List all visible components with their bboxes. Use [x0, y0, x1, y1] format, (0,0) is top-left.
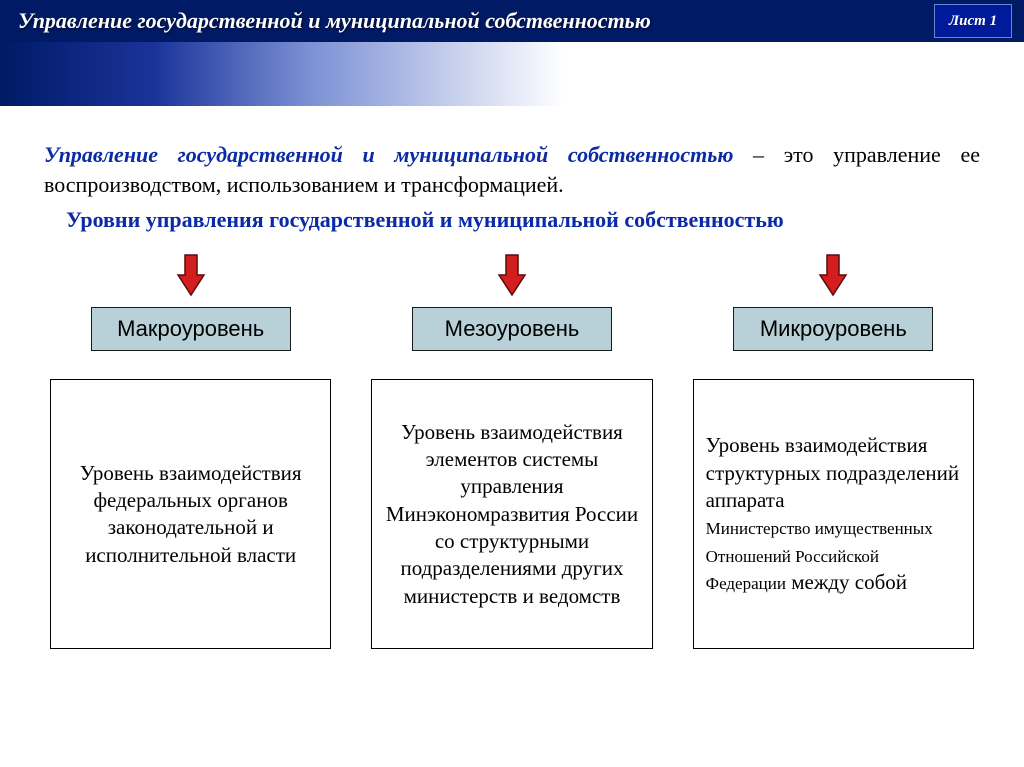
definition-dash: – [733, 142, 783, 167]
sheet-badge: Лист 1 [934, 4, 1012, 38]
level-description-text: Уровень взаимодействия структурных подра… [706, 432, 961, 596]
level-badge: Микроуровень [733, 307, 933, 351]
level-column: Макроуровень Уровень взаимодействия федер… [50, 249, 331, 649]
levels-columns: Макроуровень Уровень взаимодействия федер… [44, 249, 980, 649]
level-description-text: Уровень взаимодействия элементов системы… [384, 419, 639, 610]
page-title: Управление государственной и муниципальн… [18, 8, 1006, 34]
level-column: Мезоуровень Уровень взаимодействия элемен… [371, 249, 652, 649]
arrow-wrap [176, 249, 206, 301]
content-area: Управление государственной и муниципальн… [0, 106, 1024, 649]
level-description-box: Уровень взаимодействия федеральных орган… [50, 379, 331, 649]
down-arrow-icon [818, 253, 848, 297]
header-bar: Управление государственной и муниципальн… [0, 0, 1024, 42]
arrow-wrap [497, 249, 527, 301]
levels-subtitle: Уровни управления государственной и муни… [66, 207, 980, 233]
level-description-text: Уровень взаимодействия федеральных орган… [63, 460, 318, 569]
arrow-wrap [818, 249, 848, 301]
level-column: Микроуровень Уровень взаимодействия струк… [693, 249, 974, 649]
definition-term: Управление государственной и муниципальн… [44, 142, 733, 167]
definition-paragraph: Управление государственной и муниципальн… [44, 140, 980, 199]
gradient-strip [0, 42, 1024, 106]
down-arrow-icon [497, 253, 527, 297]
level-description-box: Уровень взаимодействия элементов системы… [371, 379, 652, 649]
down-arrow-icon [176, 253, 206, 297]
level-badge: Макроуровень [91, 307, 291, 351]
level-description-box: Уровень взаимодействия структурных подра… [693, 379, 974, 649]
level-badge: Мезоуровень [412, 307, 612, 351]
